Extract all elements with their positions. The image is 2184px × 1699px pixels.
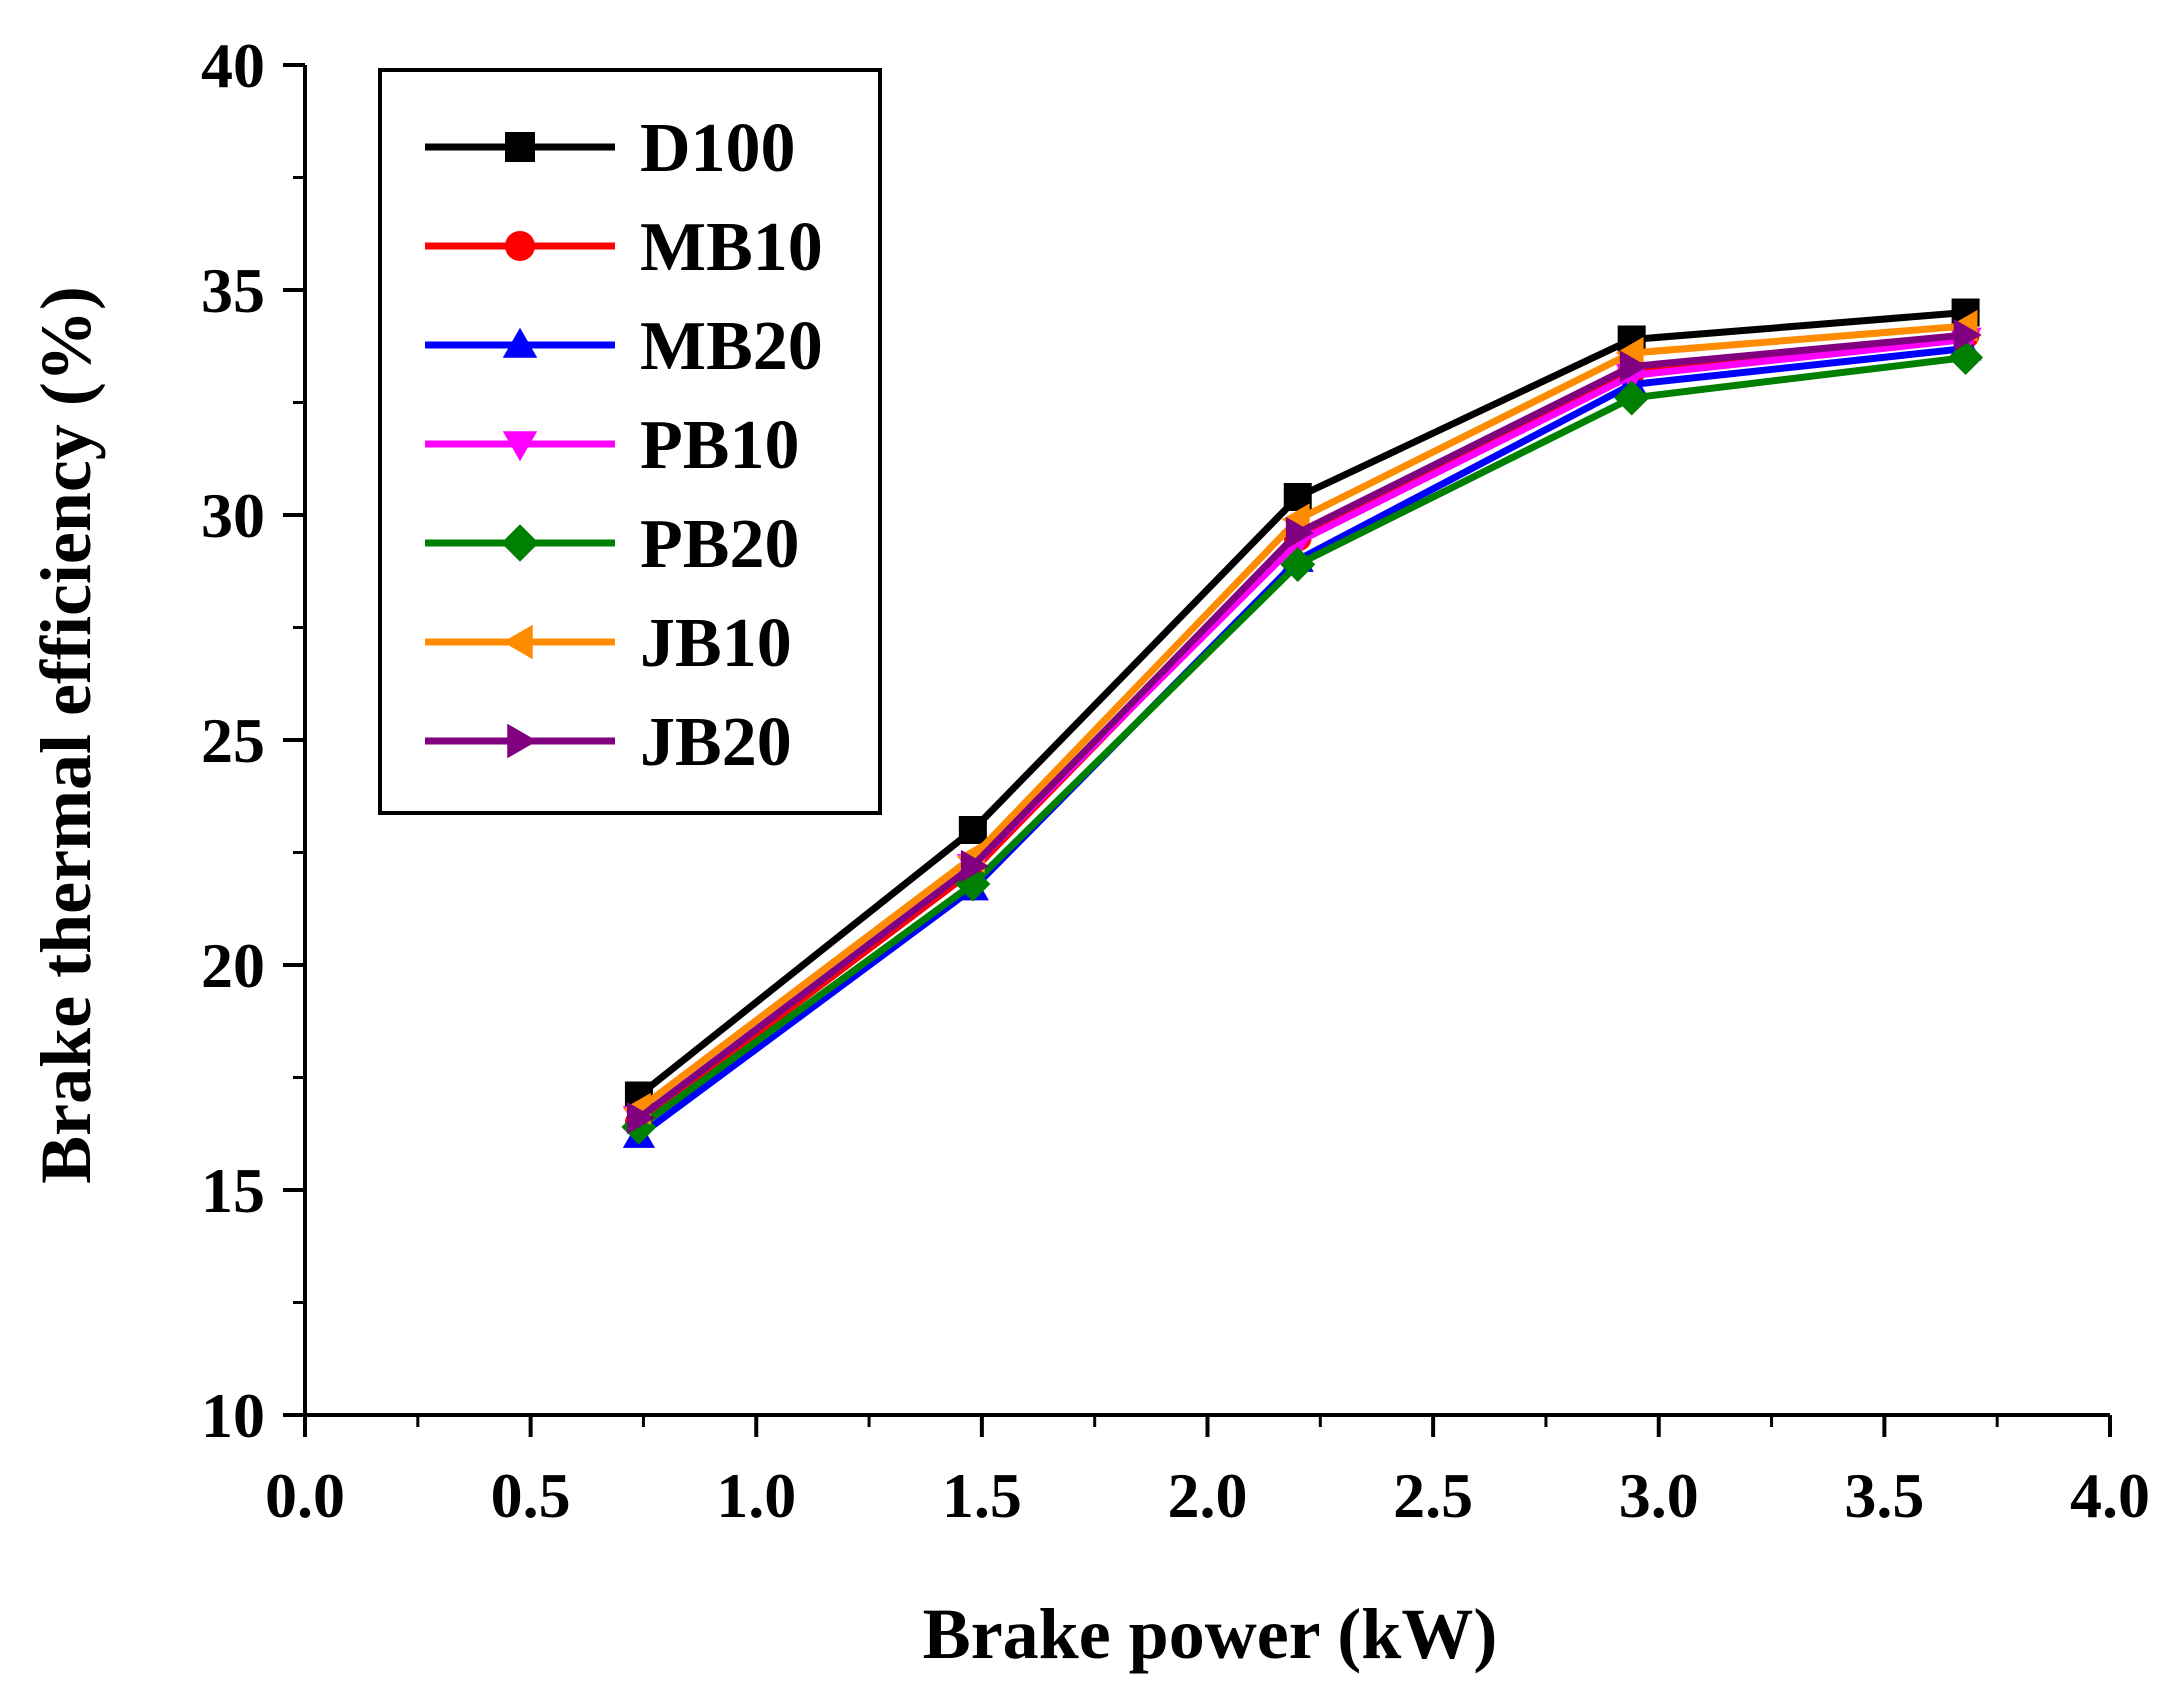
legend-marker bbox=[502, 624, 533, 660]
x-tick-label: 0.5 bbox=[491, 1460, 571, 1531]
legend-label: PB20 bbox=[640, 506, 799, 583]
x-tick-label: 1.5 bbox=[942, 1460, 1022, 1531]
series-jb20 bbox=[627, 318, 1982, 1135]
legend-item-jb10: JB10 bbox=[425, 605, 792, 682]
legend-marker bbox=[507, 723, 538, 759]
legend-label: PB10 bbox=[640, 407, 799, 484]
legend-label: JB20 bbox=[640, 704, 792, 781]
legend-marker bbox=[502, 431, 538, 462]
x-tick-label: 1.0 bbox=[716, 1460, 796, 1531]
y-tick-label: 10 bbox=[201, 1380, 265, 1451]
y-axis-title: Brake thermal efficiency (%) bbox=[26, 286, 106, 1184]
legend-item-mb20: MB20 bbox=[425, 308, 823, 385]
legend-marker bbox=[505, 132, 535, 162]
series-layer bbox=[621, 298, 1984, 1148]
x-tick-label: 4.0 bbox=[2070, 1460, 2150, 1531]
data-point-jb20 bbox=[1285, 516, 1314, 550]
legend-marker bbox=[502, 327, 538, 358]
x-tick-label: 3.0 bbox=[1619, 1460, 1699, 1531]
data-point-d100 bbox=[958, 816, 987, 844]
legend-marker bbox=[501, 524, 539, 562]
legend-label: D100 bbox=[640, 110, 796, 187]
data-point-pb20 bbox=[1948, 340, 1984, 375]
legend-label: JB10 bbox=[640, 605, 792, 682]
legend-label: MB20 bbox=[640, 308, 823, 385]
data-point-pb20 bbox=[1614, 380, 1650, 416]
x-axis: 0.0 0.5 1.0 1.5 2.0 2.5 3.0 3.5 4.0 bbox=[265, 1415, 2150, 1531]
y-axis: 10 15 20 25 30 35 40 bbox=[201, 30, 305, 1451]
legend-item-mb10: MB10 bbox=[425, 209, 823, 286]
data-point-jb20 bbox=[627, 1101, 656, 1135]
x-axis-title: Brake power (kW) bbox=[923, 1594, 1498, 1674]
legend-item-pb20: PB20 bbox=[425, 506, 799, 583]
data-point-jb20 bbox=[1953, 318, 1982, 352]
legend-item-d100: D100 bbox=[425, 110, 796, 187]
y-tick-label: 15 bbox=[201, 1155, 265, 1226]
x-tick-label: 2.5 bbox=[1393, 1460, 1473, 1531]
legend-marker bbox=[505, 231, 535, 261]
legend-item-pb10: PB10 bbox=[425, 407, 799, 484]
y-tick-label: 40 bbox=[201, 30, 265, 101]
data-point-jb20 bbox=[1619, 350, 1648, 383]
y-tick-label: 25 bbox=[201, 705, 265, 776]
y-tick-label: 20 bbox=[201, 930, 265, 1001]
legend-item-jb20: JB20 bbox=[425, 704, 792, 781]
data-point-pb20 bbox=[1280, 547, 1316, 582]
x-tick-label: 3.5 bbox=[1844, 1460, 1924, 1531]
x-tick-label: 0.0 bbox=[265, 1460, 345, 1531]
y-tick-label: 30 bbox=[201, 480, 265, 551]
legend: D100 MB10 MB20 PB10 PB20 JB10 JB20 bbox=[378, 68, 882, 815]
legend-label: MB10 bbox=[640, 209, 823, 286]
y-tick-label: 35 bbox=[201, 255, 265, 326]
x-tick-label: 2.0 bbox=[1168, 1460, 1248, 1531]
data-point-jb20 bbox=[960, 849, 989, 883]
